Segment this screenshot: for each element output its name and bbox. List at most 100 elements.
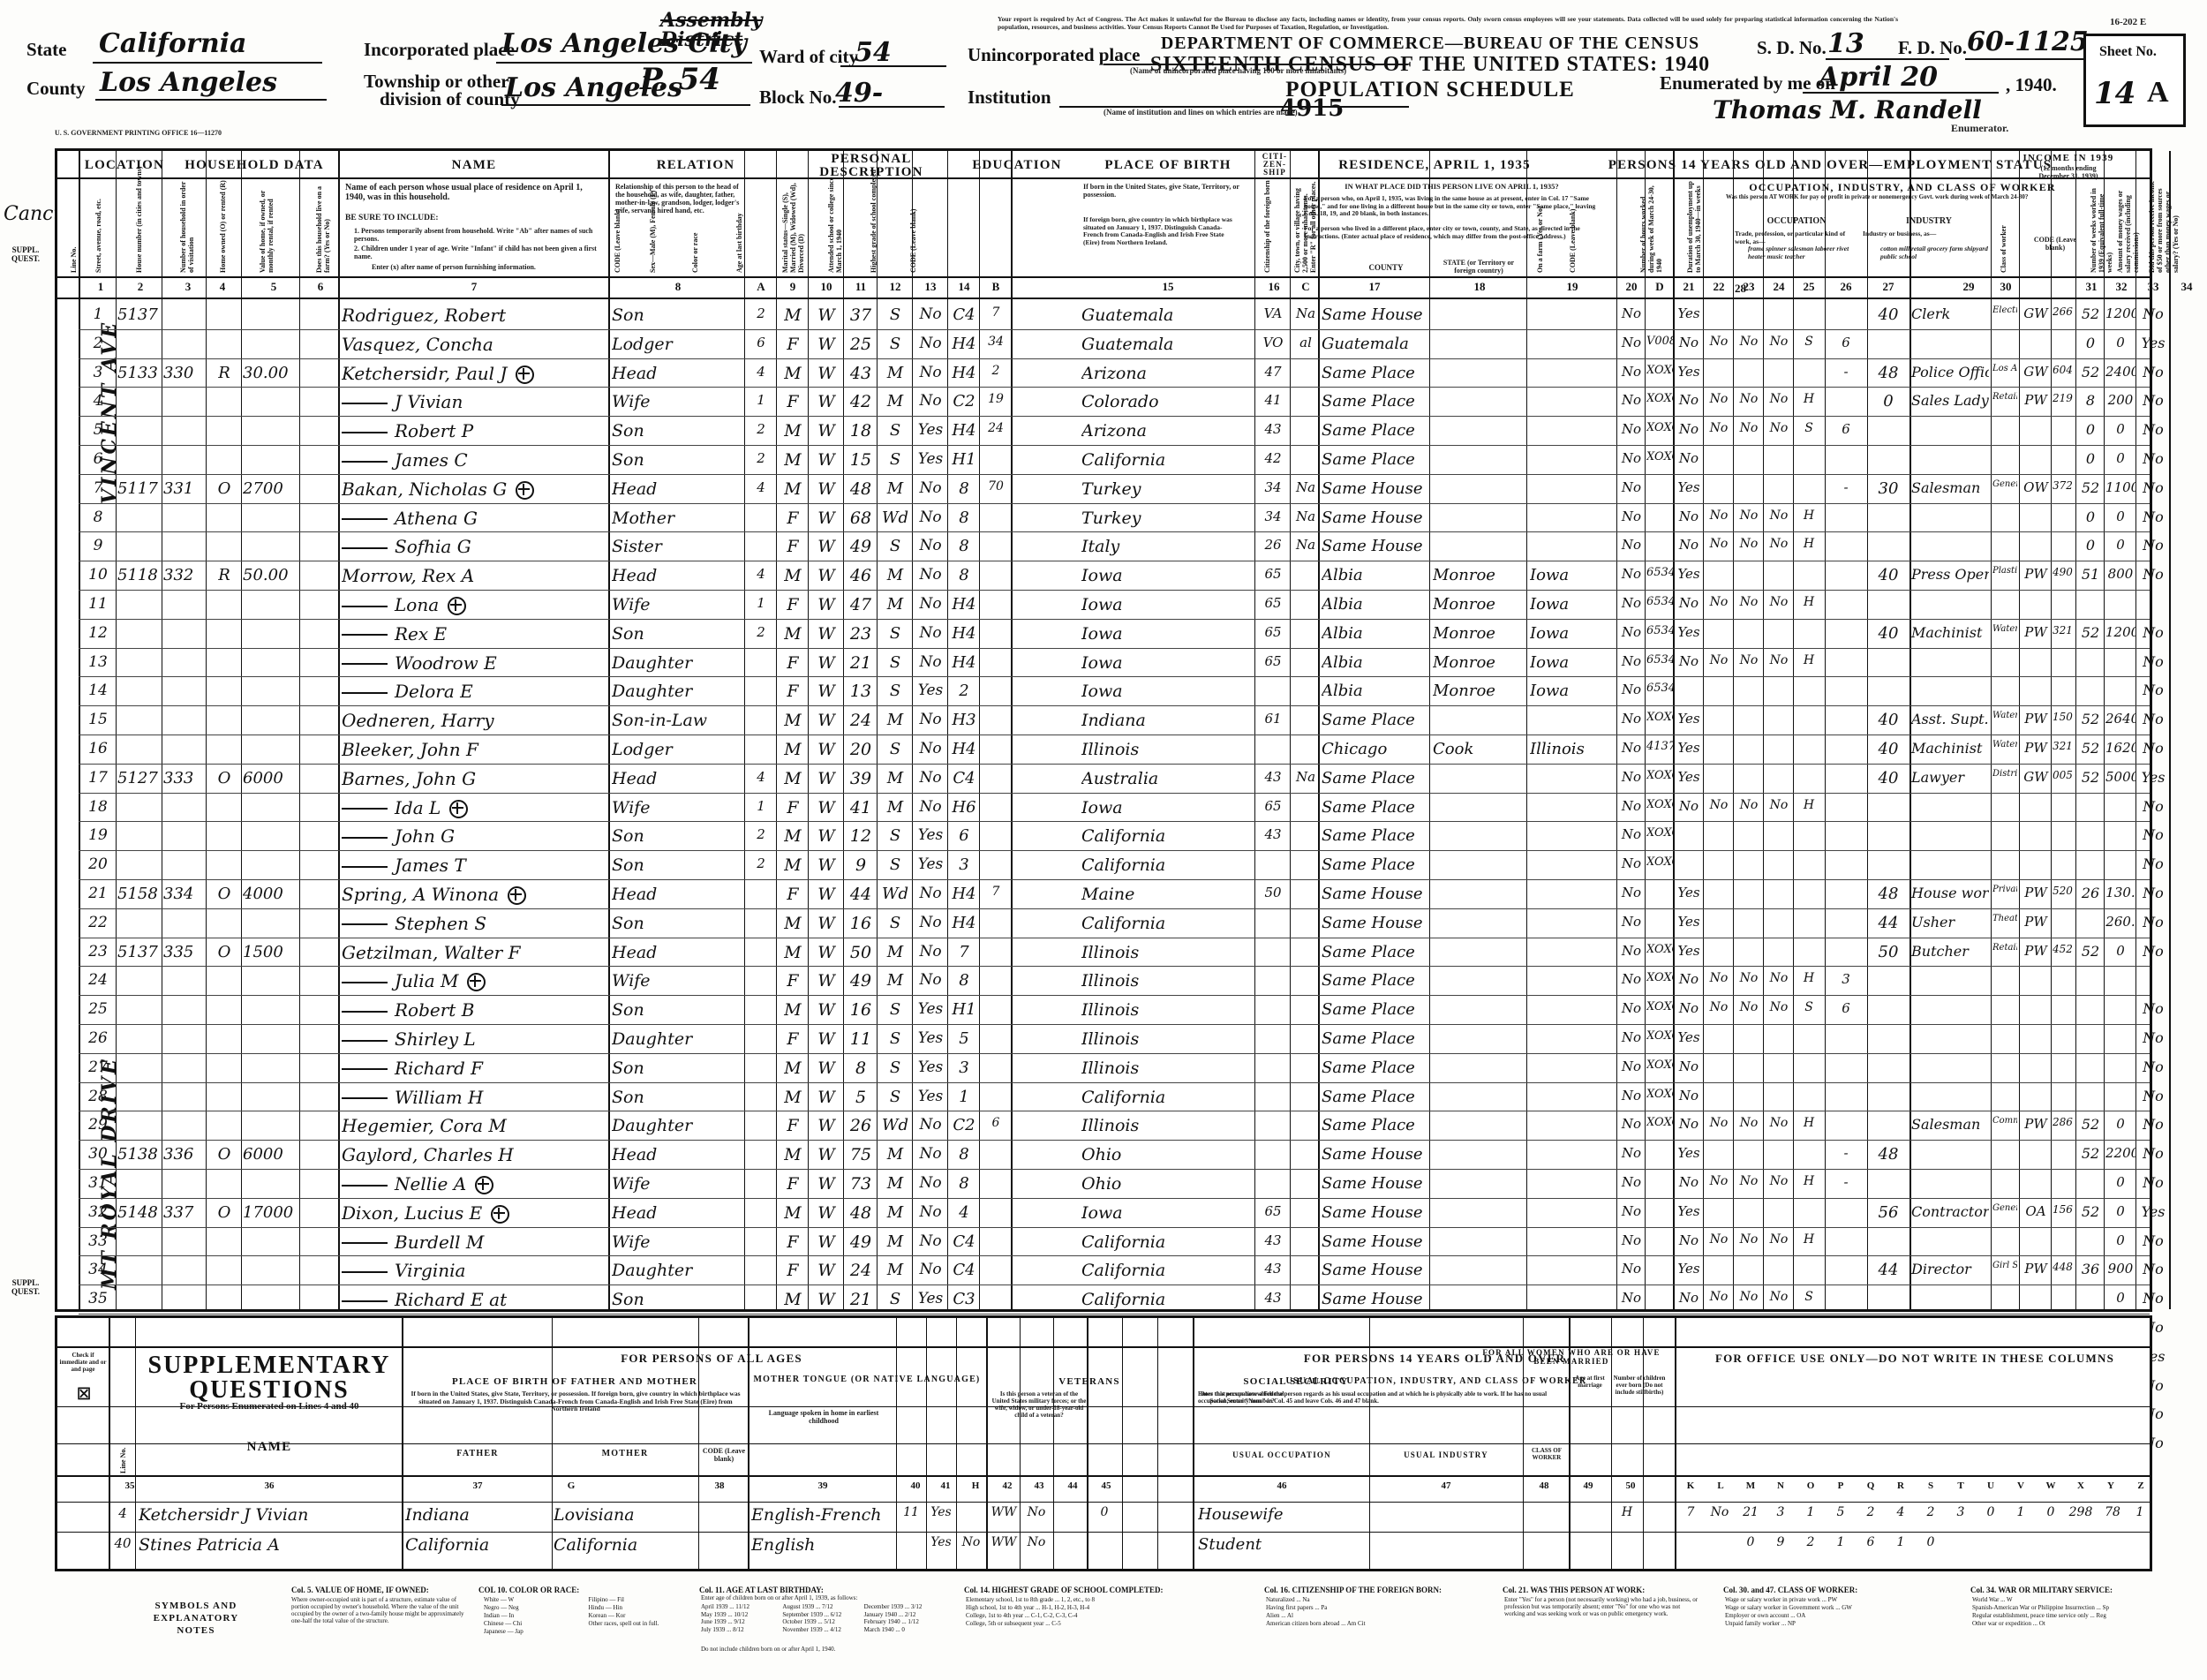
cell-age[interactable]: 49 [849, 537, 872, 557]
cell-farm20[interactable]: No [1621, 1174, 1642, 1190]
cell-age[interactable]: 16 [849, 913, 872, 933]
cell-res18[interactable]: Cook [1433, 740, 1474, 758]
cell-w33[interactable]: No [2143, 508, 2164, 525]
cell-q25[interactable]: H [1803, 797, 1815, 812]
cell-w32[interactable]: 1200 [2105, 623, 2135, 640]
cell-class[interactable]: PW [2024, 913, 2047, 930]
cell-name[interactable]: William H [342, 1087, 606, 1108]
cell-value[interactable]: 50.00 [243, 566, 289, 585]
cell-w33[interactable]: No [2143, 1290, 2164, 1307]
supp-cell-q[interactable]: 6 [1866, 1535, 1875, 1549]
cell-w33[interactable]: Yes [2141, 334, 2166, 351]
cell-birth[interactable]: Maine [1081, 885, 1135, 904]
cell-hours[interactable]: 48 [1878, 363, 1899, 382]
cell-q23[interactable]: No [1739, 1116, 1759, 1131]
cell-w32[interactable]: 0 [2116, 1174, 2125, 1190]
cell-farm20[interactable]: No [1621, 537, 1642, 554]
cell-name[interactable]: Barnes, John G [342, 768, 606, 789]
cell-q22[interactable]: No [1709, 1000, 1729, 1015]
cell-relation[interactable]: Daughter [612, 1029, 693, 1049]
cell-relation[interactable]: Daughter [612, 682, 693, 702]
cell-dcode[interactable]: 6534 [1646, 682, 1673, 696]
cell-name[interactable]: Ketchersidr, Paul J [342, 363, 606, 384]
cell-b[interactable]: 70 [988, 478, 1004, 493]
cell-q25[interactable]: S [1804, 1290, 1813, 1305]
cell-w31[interactable]: 52 [2081, 942, 2100, 960]
cell-res18[interactable]: Monroe [1433, 595, 1495, 614]
cell-code[interactable]: 321 37 [2053, 623, 2075, 637]
cell-q23[interactable]: No [1739, 1232, 1759, 1247]
cell-own[interactable]: O [217, 1202, 231, 1222]
cell-q21[interactable]: No [1678, 1058, 1699, 1074]
cell-marital[interactable]: S [889, 1058, 901, 1077]
supp-cell-ss1[interactable]: No [1027, 1505, 1046, 1519]
cell-grade[interactable]: H3 [952, 711, 976, 730]
cell-hours[interactable]: 40 [1878, 566, 1899, 585]
cell-sex[interactable]: M [784, 1058, 802, 1078]
cell-color[interactable]: W [817, 1058, 835, 1078]
cell-sex[interactable]: F [787, 652, 799, 673]
cell-q24[interactable]: No [1769, 392, 1789, 407]
cell-res17[interactable]: Same House [1322, 885, 1423, 903]
cell-own[interactable]: R [218, 566, 230, 585]
cell-q21[interactable]: Yes [1677, 913, 1700, 930]
cell-grade[interactable]: H4 [952, 623, 976, 643]
cell-code[interactable]: 604 98 [2053, 363, 2075, 376]
cell-birth[interactable]: Iowa [1081, 595, 1123, 614]
supp-cell-name[interactable]: Ketchersidr J Vivian [139, 1505, 309, 1525]
supp-cell-mother[interactable]: California [554, 1535, 638, 1555]
cell-sex[interactable]: F [787, 595, 799, 614]
cell-w32[interactable]: 2400 [2105, 363, 2135, 380]
cell-res17[interactable]: Same Place [1322, 942, 1415, 961]
cell-res19[interactable]: Iowa [1530, 595, 1570, 614]
cell-w33[interactable]: No [2143, 1261, 2164, 1278]
cell-sex[interactable]: M [784, 450, 802, 470]
cell-q21[interactable]: No [1678, 1174, 1699, 1190]
cell-q26[interactable]: 6 [1842, 1000, 1850, 1017]
cell-birth[interactable]: Iowa [1081, 1202, 1123, 1223]
supp-cell-y[interactable]: 78 [2105, 1505, 2120, 1519]
cell-age[interactable]: 11 [849, 1029, 872, 1049]
supp-cell-language[interactable]: English-French [751, 1505, 882, 1525]
cell-name[interactable]: Gaylord, Charles H [342, 1144, 606, 1165]
cell-name[interactable]: Nellie A [342, 1173, 606, 1194]
cell-res17[interactable]: Same Place [1322, 1058, 1415, 1077]
cell-marital[interactable]: S [889, 682, 901, 701]
cell-class[interactable]: PW [2024, 623, 2047, 640]
cell-res17[interactable]: Albia [1322, 652, 1363, 672]
cell-farm20[interactable]: No [1621, 421, 1642, 438]
cell-hh[interactable]: 334 [163, 885, 194, 903]
cell-birth[interactable]: California [1081, 913, 1166, 933]
cell-b[interactable]: 6 [991, 1116, 1000, 1131]
cell-relation[interactable]: Wife [612, 797, 651, 817]
cell-farm20[interactable]: No [1621, 1087, 1642, 1104]
cell-w33[interactable]: No [2143, 855, 2164, 873]
cell-w33[interactable]: No [2143, 392, 2164, 410]
cell-q21[interactable]: Yes [1677, 740, 1700, 756]
cell-q23[interactable]: No [1739, 595, 1759, 609]
cell-line[interactable]: 32 [88, 1202, 108, 1221]
cell-q21[interactable]: No [1678, 392, 1699, 409]
cell-q26[interactable]: - [1843, 478, 1849, 495]
cell-color[interactable]: W [817, 652, 835, 673]
supp-cell-x[interactable]: 298 [2068, 1505, 2093, 1519]
cell-class[interactable]: PW [2024, 885, 2047, 900]
cell-res17[interactable]: Same Place [1322, 421, 1415, 441]
cell-color[interactable]: W [817, 566, 835, 586]
cell-line[interactable]: 6 [93, 450, 103, 468]
cell-line[interactable]: 14 [88, 682, 108, 700]
cell-name[interactable]: Robert B [342, 999, 606, 1021]
cell-birth[interactable]: Arizona [1081, 421, 1147, 441]
cell-color[interactable]: W [817, 942, 835, 962]
cell-farm20[interactable]: No [1621, 334, 1642, 350]
cell-w33[interactable]: No [2143, 450, 2164, 467]
cell-line[interactable]: 31 [88, 1174, 108, 1192]
cell-hh[interactable]: 331 [163, 478, 194, 498]
cell-c[interactable]: 47 [1264, 363, 1282, 380]
cell-relation[interactable]: Wife [612, 1174, 651, 1194]
cell-class[interactable]: PW [2024, 566, 2047, 583]
cell-citz[interactable]: Na [1295, 508, 1316, 524]
cell-relation[interactable]: Son [612, 1000, 644, 1021]
cell-q21[interactable]: Yes [1677, 363, 1700, 380]
cell-name[interactable]: J Vivian [342, 391, 606, 412]
